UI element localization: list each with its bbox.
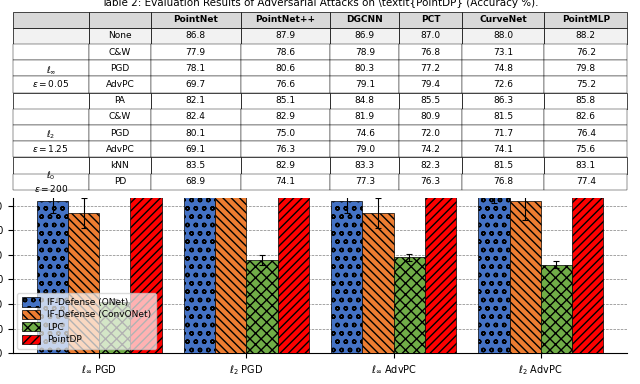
Bar <box>509 201 541 353</box>
Title: Table 2: Evaluation Results of Adversarial Attacks on \textit{PointDP} (Accuracy: Table 2: Evaluation Results of Adversari… <box>101 0 539 8</box>
Bar <box>362 213 394 353</box>
Text: $\ell_2$
$\epsilon=1.25$: $\ell_2$ $\epsilon=1.25$ <box>33 129 69 154</box>
Bar <box>68 213 99 353</box>
Bar <box>394 257 425 353</box>
Legend: IF-Defense (ONet), IF-Defense (ConvONet), LPC, PointDP: IF-Defense (ONet), IF-Defense (ConvONet)… <box>17 293 156 349</box>
Bar <box>425 167 456 353</box>
Bar <box>541 265 572 353</box>
Bar <box>332 201 362 353</box>
Bar <box>215 181 246 353</box>
Text: $\ell_0$
$\epsilon=200$: $\ell_0$ $\epsilon=200$ <box>33 169 68 194</box>
Bar <box>278 169 308 353</box>
Bar <box>572 169 603 353</box>
Text: $\ell_\infty$
$\epsilon=0.05$: $\ell_\infty$ $\epsilon=0.05$ <box>32 64 69 89</box>
Bar <box>184 179 215 353</box>
Bar <box>131 159 162 353</box>
Bar <box>478 193 509 353</box>
Bar <box>99 301 131 353</box>
Bar <box>246 260 278 353</box>
Bar <box>37 201 68 353</box>
